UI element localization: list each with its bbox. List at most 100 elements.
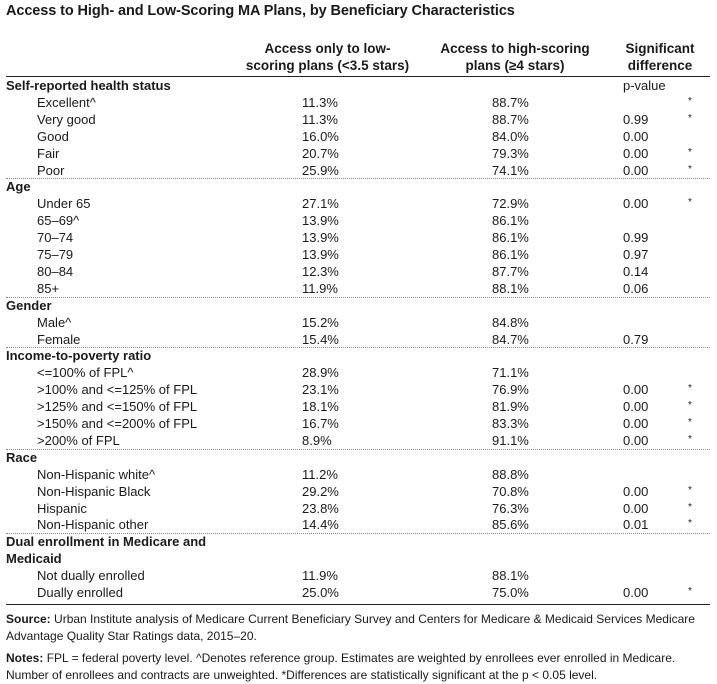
- row-label: Excellent^: [37, 94, 96, 110]
- significance-marker: *: [688, 417, 692, 428]
- high-scoring-value: 88.1%: [492, 280, 529, 296]
- high-scoring-value: 70.8%: [492, 483, 529, 499]
- section-label: Age: [6, 179, 31, 195]
- low-scoring-value: 23.1%: [302, 382, 339, 398]
- high-scoring-value: 83.3%: [492, 416, 529, 431]
- p-value: 0.01: [623, 517, 649, 533]
- notes-text-line2: Number of enrollees and contracts are un…: [6, 668, 598, 682]
- row-label: 75–79: [37, 247, 74, 262]
- table-row: Non-Hispanic white^ 11.2% 88.8%: [6, 466, 710, 483]
- low-scoring-value: 25.0%: [302, 585, 339, 600]
- p-value: 0.00: [623, 500, 649, 516]
- p-value: 0.00: [623, 399, 649, 415]
- column-header-low-line2: scoring plans (<3.5 stars): [245, 58, 410, 73]
- row-label: 85+: [37, 280, 60, 296]
- column-header-significance: Significant difference: [610, 40, 710, 74]
- p-value: 0.00: [623, 483, 649, 499]
- high-scoring-value: 84.0%: [492, 128, 529, 144]
- significance-marker: *: [688, 197, 692, 209]
- significance-marker: *: [688, 146, 692, 158]
- column-header-sig-line1: Significant: [625, 41, 695, 56]
- significance-marker: *: [688, 484, 692, 496]
- p-value-label: p-value: [623, 78, 666, 93]
- table-row: 65–69^ 13.9% 86.1%: [6, 212, 710, 229]
- p-value: 0.00: [623, 432, 649, 448]
- table-row: Hispanic 23.8% 76.3% 0.00 *: [6, 500, 710, 517]
- row-label: >125% and <=150% of FPL: [37, 399, 198, 415]
- low-scoring-value: 20.7%: [302, 145, 339, 161]
- p-value: 0.79: [623, 331, 649, 347]
- table-title: Access to High- and Low-Scoring MA Plans…: [6, 3, 515, 19]
- p-value: 0.00: [623, 128, 649, 144]
- row-label: Non-Hispanic other: [37, 517, 149, 533]
- low-scoring-value: 11.3%: [302, 94, 338, 110]
- low-scoring-value: 27.1%: [302, 196, 339, 212]
- table-row: Female 15.4% 84.7% 0.79: [6, 331, 710, 348]
- table-row: Excellent^ 11.3% 88.7% *: [6, 94, 710, 111]
- table-row: Fair 20.7% 79.3% 0.00 *: [6, 145, 710, 162]
- low-scoring-value: 13.9%: [302, 213, 339, 229]
- high-scoring-value: 84.7%: [492, 331, 529, 347]
- low-scoring-value: 15.4%: [302, 331, 339, 347]
- high-scoring-value: 76.3%: [492, 500, 529, 516]
- low-scoring-value: 13.9%: [302, 230, 339, 246]
- notes-text-line1: FPL = federal poverty level. ^Denotes re…: [46, 651, 676, 665]
- p-value: 0.97: [623, 247, 649, 262]
- section-divider: [6, 296, 710, 298]
- high-scoring-value: 88.7%: [492, 111, 529, 127]
- high-scoring-value: 74.1%: [492, 162, 529, 178]
- significance-marker: *: [688, 112, 692, 124]
- row-label: Good: [37, 128, 69, 144]
- high-scoring-value: 91.1%: [492, 432, 529, 448]
- row-label: Fair: [37, 145, 60, 161]
- significance-marker: *: [688, 163, 692, 175]
- significance-marker: *: [688, 501, 692, 513]
- high-scoring-value: 88.1%: [492, 568, 529, 584]
- high-scoring-value: 86.1%: [492, 213, 529, 229]
- row-label: <=100% of FPL^: [37, 365, 134, 381]
- low-scoring-value: 16.0%: [302, 128, 339, 144]
- section-header: Race: [6, 449, 710, 466]
- p-value: 0.99: [623, 111, 649, 127]
- table-row: >125% and <=150% of FPL 18.1% 81.9% 0.00 *: [6, 398, 710, 415]
- table-row: 80–84 12.3% 87.7% 0.14: [6, 263, 710, 280]
- table-row: Non-Hispanic other 14.4% 85.6% 0.01 *: [6, 516, 710, 533]
- table-bottom-rule: [6, 604, 710, 605]
- table-row: Good 16.0% 84.0% 0.00: [6, 128, 710, 145]
- row-label: Not dually enrolled: [37, 568, 145, 584]
- row-label: 65–69^: [37, 213, 80, 229]
- high-scoring-value: 87.7%: [492, 263, 529, 279]
- low-scoring-value: 23.8%: [302, 500, 339, 516]
- section-label: Medicaid: [6, 551, 62, 567]
- high-scoring-value: 85.6%: [492, 517, 529, 533]
- section-divider: [6, 448, 710, 450]
- section-header: Age: [6, 178, 710, 195]
- table-row: 70–74 13.9% 86.1% 0.99: [6, 229, 710, 246]
- p-value: 0.06: [623, 280, 649, 296]
- low-scoring-value: 12.3%: [302, 263, 339, 279]
- source-text-line2: Advantage Quality Star Ratings data, 201…: [6, 629, 257, 643]
- table-row: 75–79 13.9% 86.1% 0.97: [6, 246, 710, 263]
- low-scoring-value: 8.9%: [302, 432, 332, 448]
- significance-marker: *: [688, 586, 692, 597]
- table-row: Very good 11.3% 88.7% 0.99 *: [6, 111, 710, 128]
- high-scoring-value: 75.0%: [492, 585, 529, 600]
- row-label: Non-Hispanic white^: [37, 466, 156, 482]
- section-label: Dual enrollment in Medicare and: [6, 534, 207, 550]
- section-divider: [6, 533, 710, 535]
- low-scoring-value: 11.3%: [302, 111, 338, 127]
- source-text-line1: Urban Institute analysis of Medicare Cur…: [54, 612, 695, 626]
- column-header-low-scoring: Access only to low- scoring plans (<3.5 …: [235, 40, 420, 74]
- table-row: >100% and <=125% of FPL 23.1% 76.9% 0.00 *: [6, 381, 710, 398]
- source-label: Source:: [6, 612, 51, 626]
- row-label: Dually enrolled: [37, 585, 123, 600]
- low-scoring-value: 15.2%: [302, 314, 339, 330]
- notes: Notes: FPL = federal poverty level. ^Den…: [6, 650, 710, 684]
- column-header-high-line2: plans (≥4 stars): [465, 58, 565, 73]
- section-label: Self-reported health status: [6, 78, 171, 93]
- section-header: Income-to-poverty ratio: [6, 347, 710, 364]
- table-row: >150% and <=200% of FPL 16.7% 83.3% 0.00 *: [6, 415, 710, 432]
- table-row: Dually enrolled 25.0% 75.0% 0.00 *: [6, 584, 710, 601]
- significance-marker: *: [688, 400, 692, 412]
- significance-marker: *: [688, 383, 692, 395]
